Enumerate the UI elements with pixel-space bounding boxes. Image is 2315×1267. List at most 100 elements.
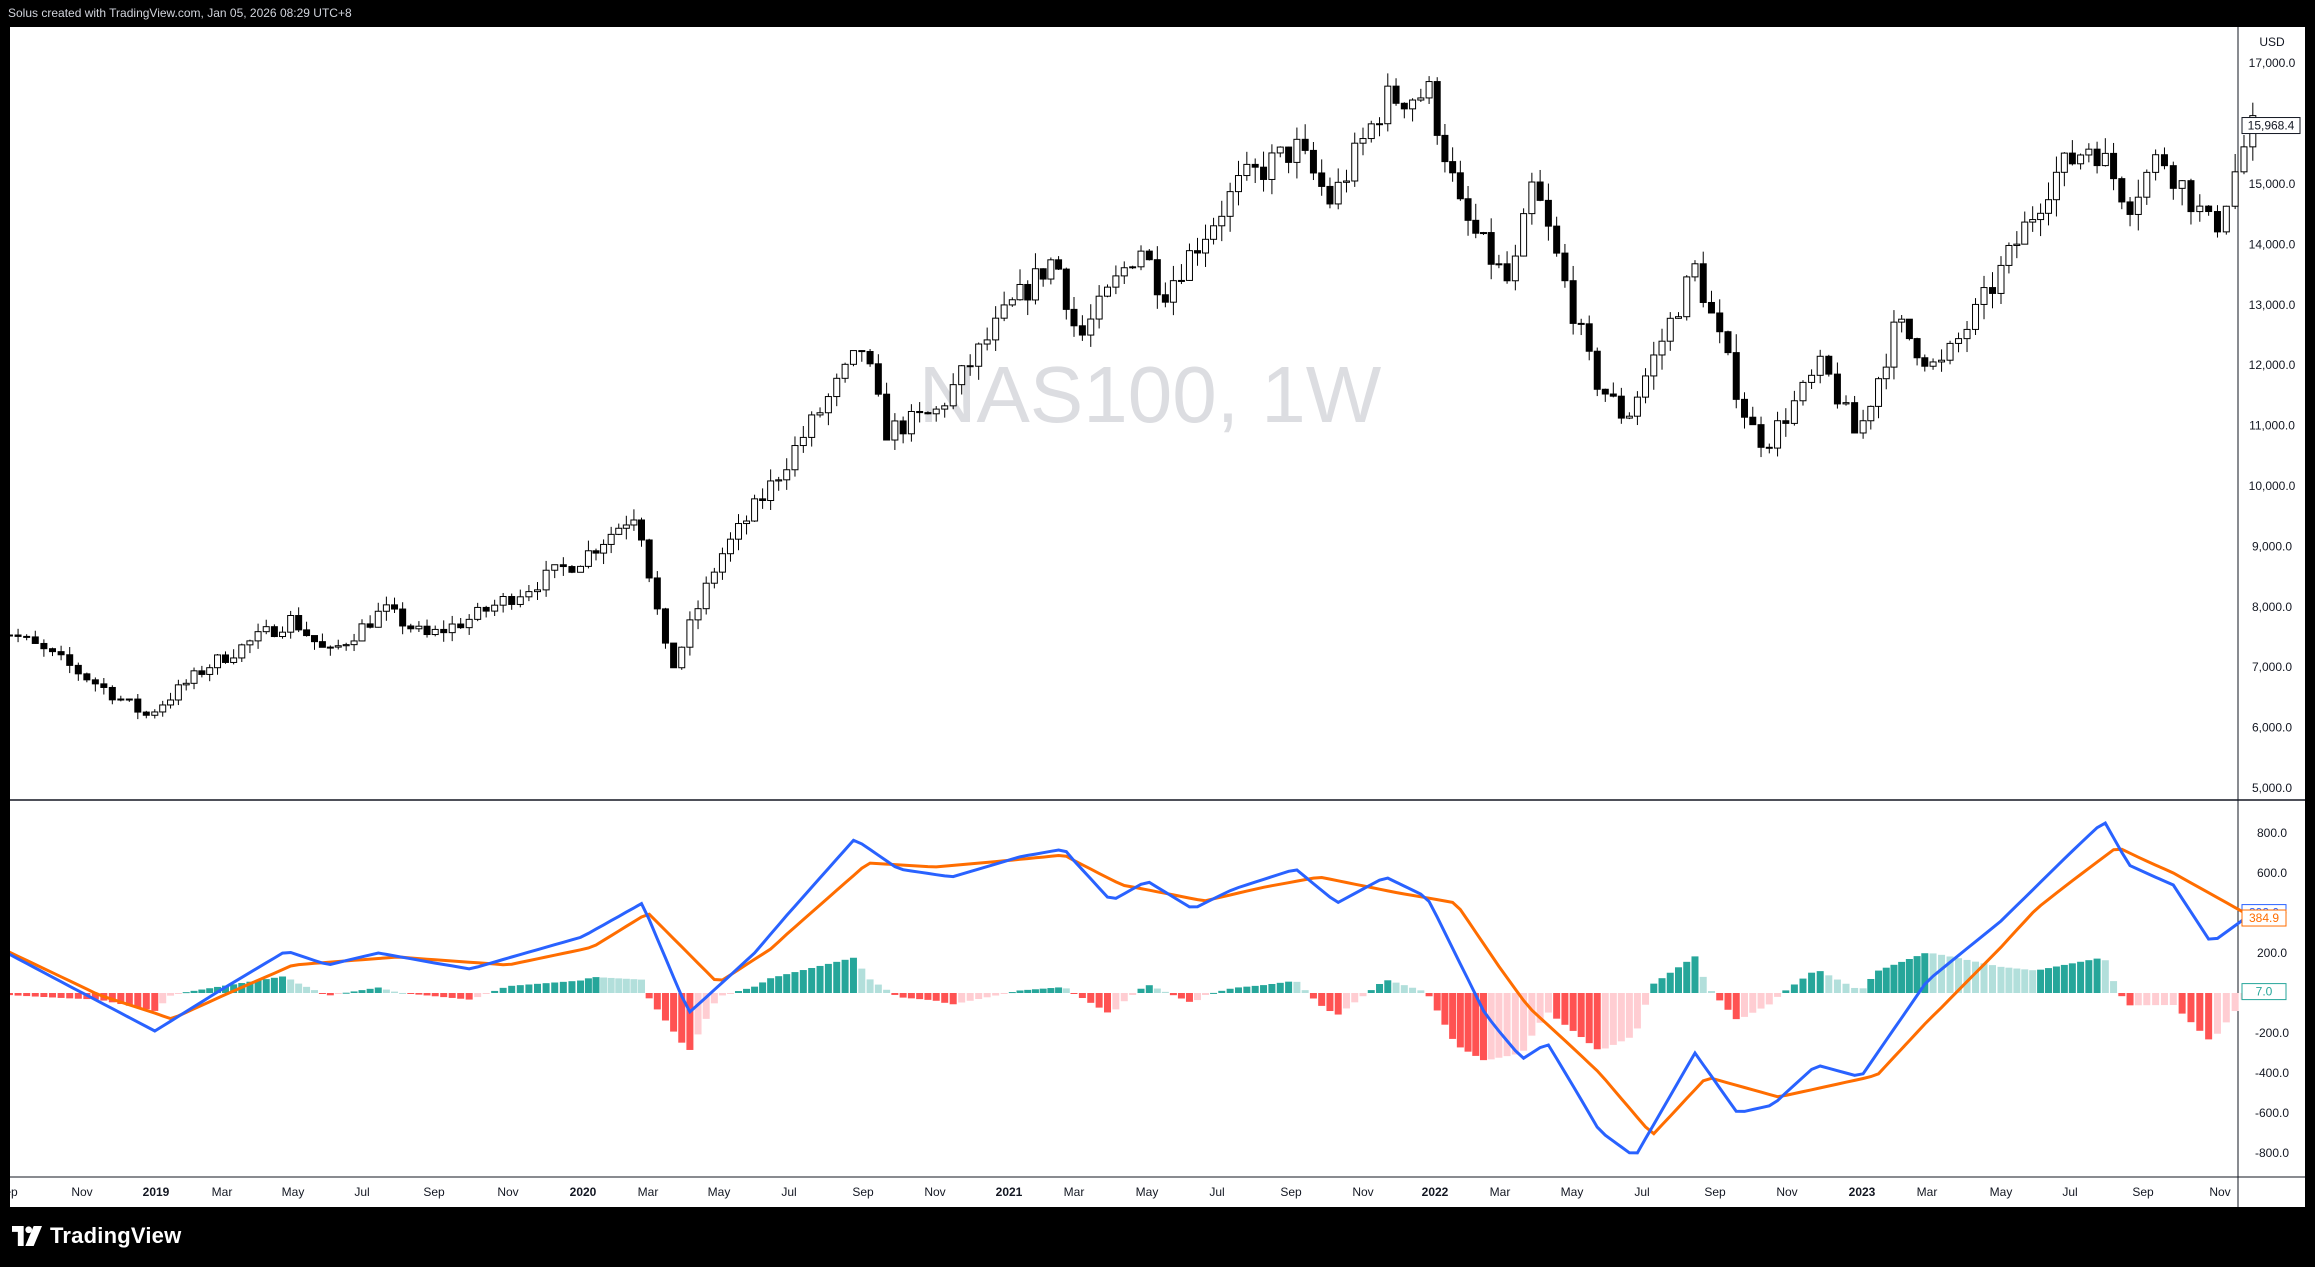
histogram-bar	[891, 993, 899, 995]
histogram-bar	[125, 993, 133, 1006]
histogram-bar	[1536, 993, 1544, 1023]
chart-frame[interactable]: NAS100, 1W USD 5,000.0 6,000.0 7,000.0 8,000.…	[10, 27, 2305, 1207]
candle	[254, 623, 262, 649]
candle	[2101, 138, 2109, 167]
candle	[326, 645, 334, 656]
candle	[142, 710, 150, 719]
histogram-bar	[1913, 956, 1921, 993]
candle	[966, 354, 974, 376]
histogram-bar	[1464, 993, 1472, 1052]
histogram-bar	[1683, 961, 1691, 993]
candle	[1799, 380, 1807, 406]
candle	[1707, 290, 1715, 314]
candle	[2169, 161, 2177, 200]
macd-line	[10, 821, 2254, 1155]
candle	[1047, 257, 1055, 285]
candle	[198, 665, 206, 678]
candle	[816, 407, 824, 418]
histogram-bar	[334, 993, 342, 995]
candle	[2196, 194, 2204, 222]
time-tick-label: Jul	[354, 1185, 369, 1199]
candle	[287, 610, 295, 639]
histogram-bar	[622, 978, 630, 993]
histogram-bar	[630, 979, 638, 993]
histogram-bar	[2101, 960, 2109, 993]
candle	[833, 373, 841, 407]
histogram-bar	[246, 981, 254, 993]
candle	[949, 373, 957, 410]
histogram-bar	[2222, 993, 2230, 1023]
histogram-bar	[457, 993, 465, 999]
histogram-bar	[1905, 959, 1913, 993]
candle	[117, 695, 125, 702]
price-tick-label: 12,000.0	[2249, 358, 2296, 372]
signal-last-label: 384.9	[2249, 911, 2279, 925]
histogram-bar	[91, 993, 99, 1000]
candle	[1503, 251, 1511, 284]
histogram-bar	[743, 988, 751, 993]
histogram-bar	[1561, 993, 1569, 1025]
time-tick-label: Jul	[1209, 1185, 1224, 1199]
signal-line	[10, 847, 2254, 1136]
histogram-bar	[775, 976, 783, 993]
histogram-bar	[858, 968, 866, 993]
candle	[849, 350, 857, 367]
candle	[491, 599, 499, 617]
price-axis[interactable]: USD 5,000.0 6,000.0 7,000.0 8,000.0 9,000.0 10…	[2249, 35, 2296, 795]
histogram-bar	[975, 993, 983, 1000]
time-axis[interactable]: Sep Nov 2019 Mar May Jul Sep Nov 2020 Mar May Jul Se…	[10, 1185, 2231, 1199]
candle	[2068, 140, 2076, 166]
candle	[1851, 395, 1859, 434]
candle	[2085, 143, 2093, 163]
histogram-bar	[816, 965, 824, 993]
histogram-bar	[1585, 993, 1593, 1044]
time-tick-label: 2020	[570, 1185, 597, 1199]
candle	[1963, 321, 1971, 353]
candle	[1561, 243, 1569, 288]
histogram-bar	[2077, 961, 2085, 993]
histogram-bar	[1929, 953, 1937, 993]
candle	[358, 619, 366, 642]
candle	[246, 639, 254, 654]
histogram-bar	[1782, 990, 1790, 993]
candle	[1536, 169, 1544, 202]
candle	[694, 600, 702, 630]
candle	[799, 426, 807, 453]
histogram-bar	[134, 993, 142, 1008]
candle	[1859, 409, 1867, 439]
candle	[1479, 231, 1487, 235]
candle	[686, 611, 694, 656]
candle	[1989, 272, 1997, 309]
price-tick-label: 11,000.0	[2249, 419, 2295, 433]
candle	[2152, 149, 2160, 181]
candle	[568, 565, 576, 574]
chart-canvas[interactable]: NAS100, 1W USD 5,000.0 6,000.0 7,000.0 8,000.…	[10, 27, 2305, 1207]
histogram-bar	[1675, 967, 1682, 993]
histogram-bar	[108, 993, 116, 1003]
histogram-bar	[2060, 964, 2068, 993]
candle	[661, 607, 669, 649]
candle	[238, 643, 246, 662]
candle	[1732, 334, 1740, 409]
candle	[1495, 254, 1503, 269]
histogram-bar	[310, 990, 318, 993]
candle	[1326, 177, 1334, 209]
candle	[983, 327, 991, 351]
candle	[1782, 408, 1790, 437]
histogram-bar	[992, 993, 1000, 996]
histogram-bar	[431, 993, 439, 997]
candle	[2060, 152, 2068, 187]
histogram-bar	[1024, 989, 1032, 993]
candle	[1997, 256, 2005, 305]
tradingview-logo[interactable]: TradingView	[12, 1223, 181, 1249]
macd-tick-label: -200.0	[2255, 1026, 2289, 1040]
time-tick-label: Jul	[1634, 1185, 1649, 1199]
candle	[1031, 253, 1039, 305]
hist-last-badge	[2241, 983, 2287, 1001]
histogram-bar	[1210, 992, 1218, 994]
candle	[1384, 73, 1392, 132]
candle	[482, 605, 490, 618]
histogram-bar	[2134, 993, 2142, 1006]
candle	[374, 602, 382, 628]
candle	[1392, 78, 1400, 106]
